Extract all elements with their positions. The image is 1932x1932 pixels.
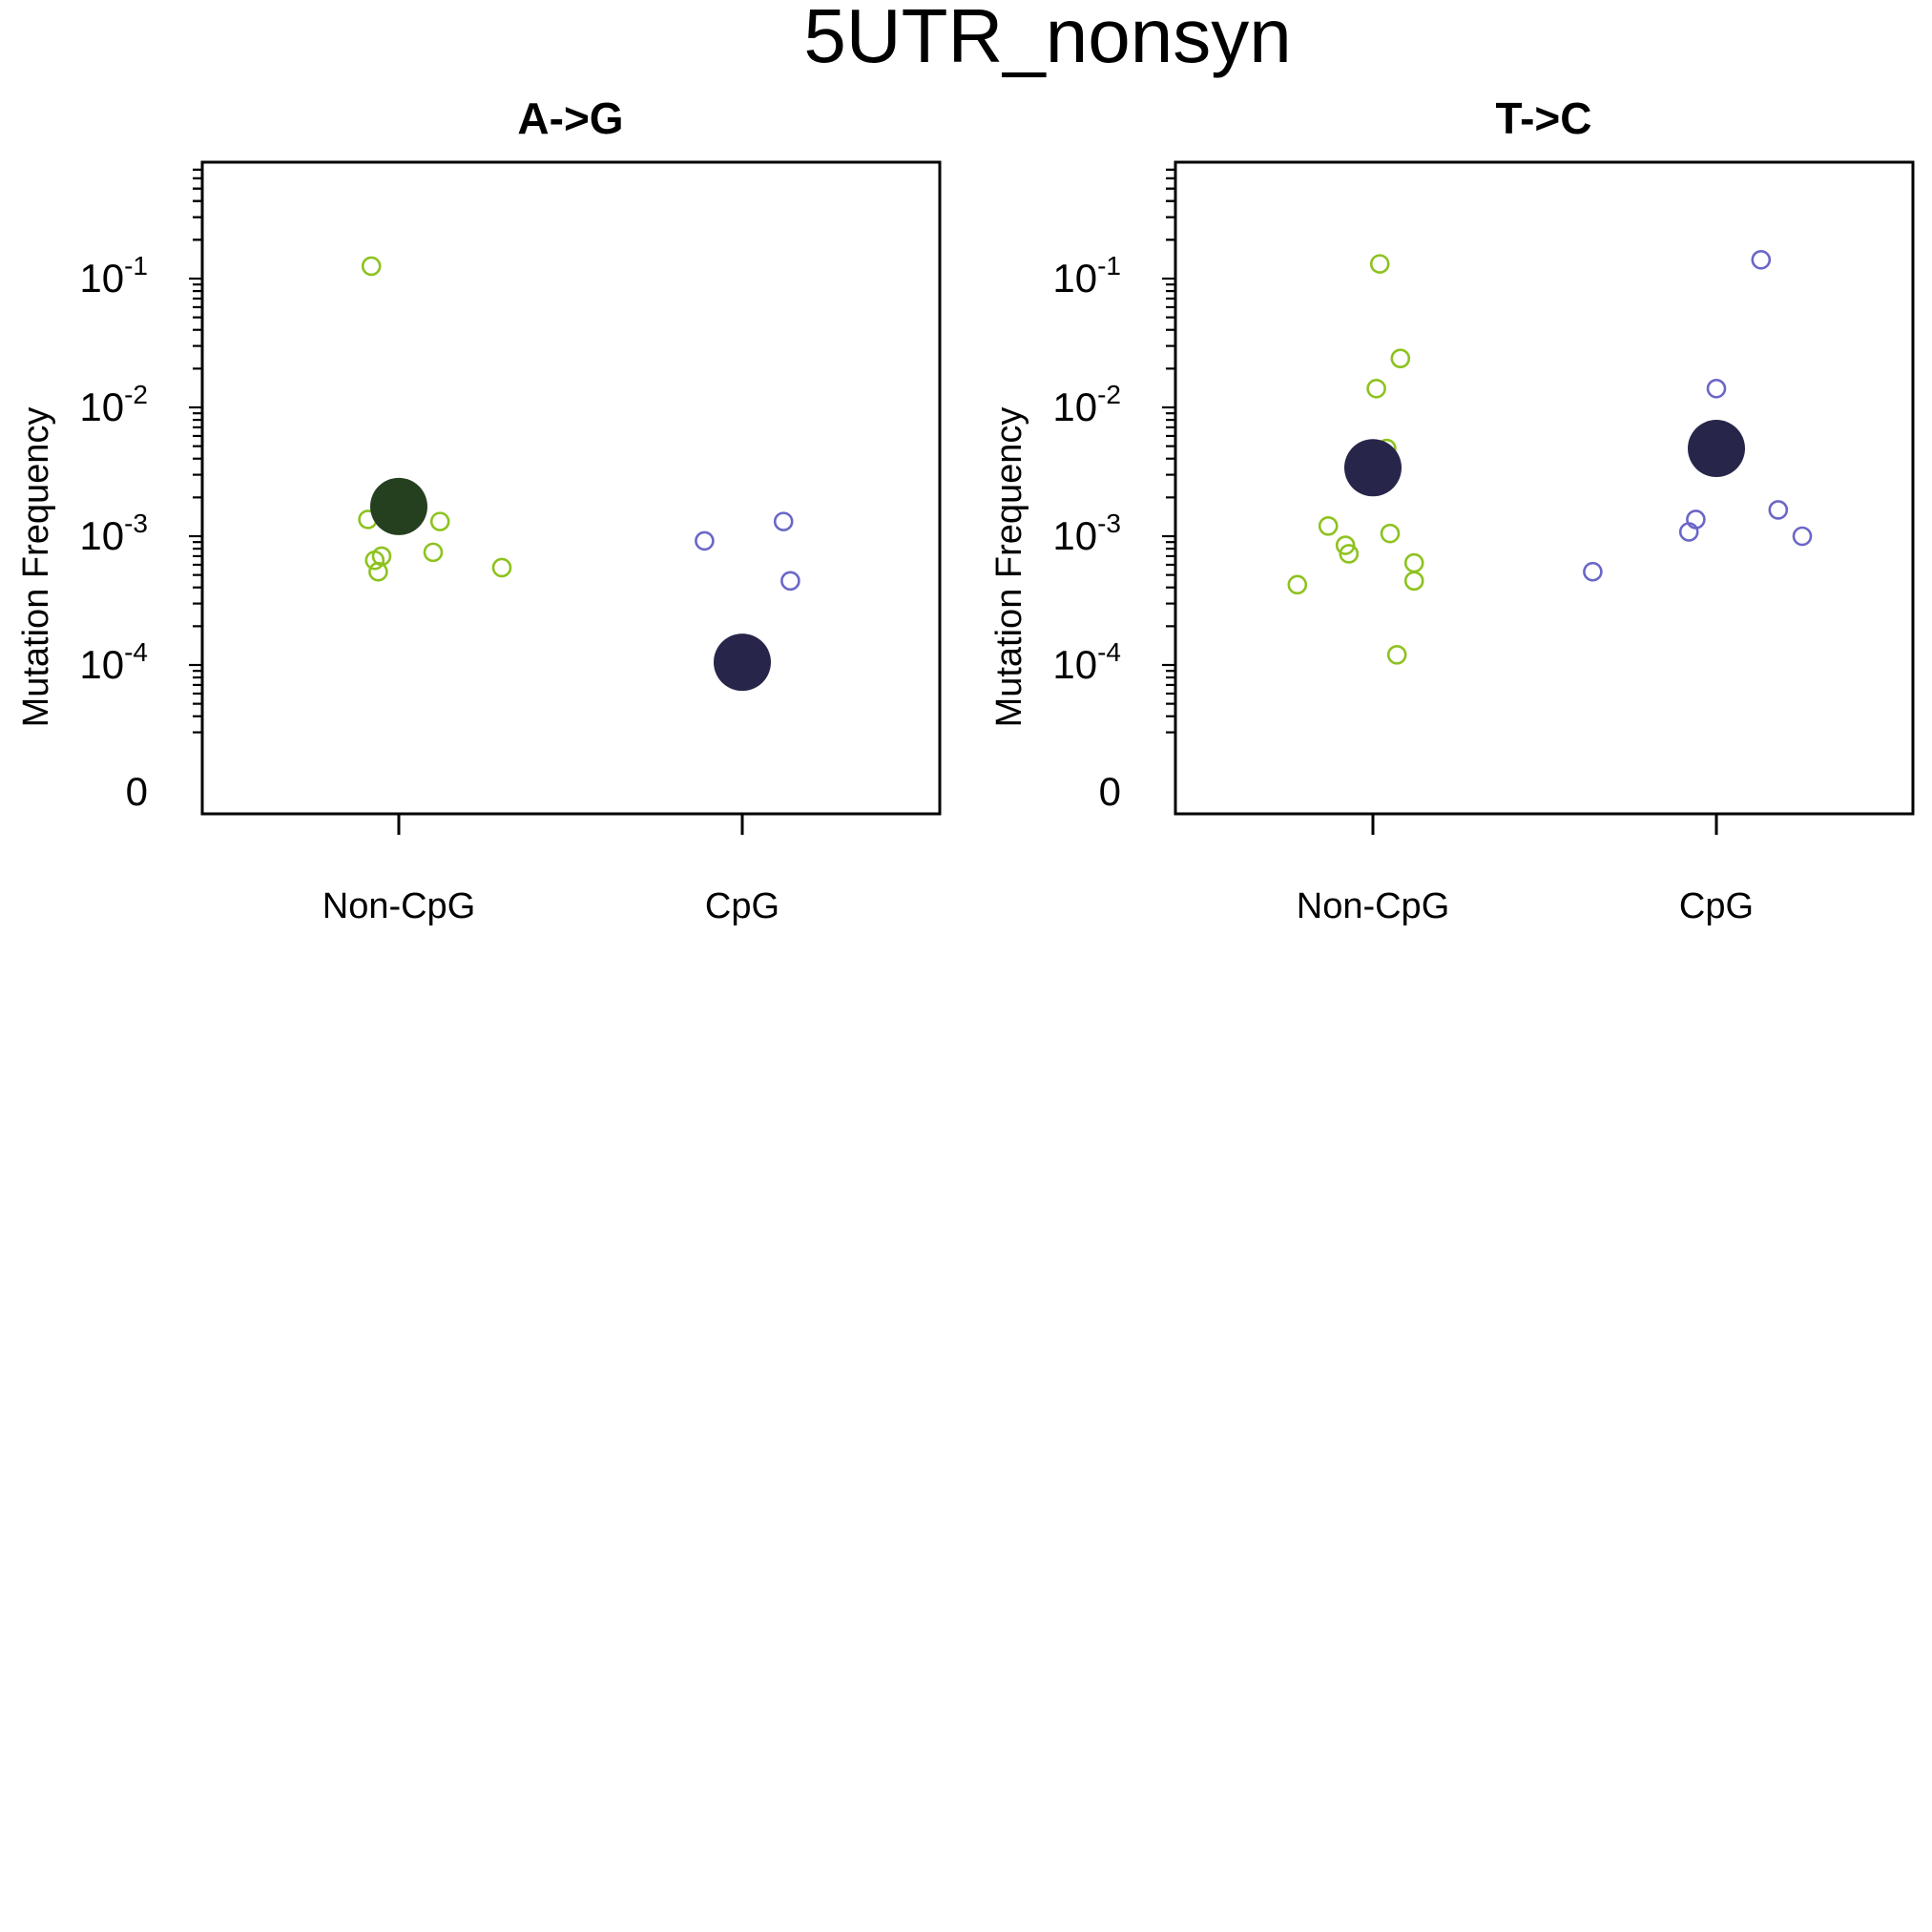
- data-point: [1287, 574, 1308, 595]
- y-tick-label: 10-1: [79, 251, 148, 301]
- data-point: [1390, 348, 1411, 368]
- data-point: [1318, 516, 1339, 536]
- mean-point: [1344, 439, 1402, 497]
- y-tick-label: 10-4: [79, 637, 148, 687]
- plot-frame: [200, 160, 942, 816]
- data-point: [1335, 535, 1356, 555]
- panel-title: A->G: [517, 93, 623, 143]
- figure-title: 5UTR_nonsyn: [803, 0, 1291, 78]
- y-tick-label: 0: [1099, 769, 1121, 814]
- data-point: [1583, 561, 1603, 582]
- data-point: [491, 557, 512, 578]
- y-axis-label: Mutation Frequency: [989, 407, 1029, 728]
- data-point: [1751, 249, 1772, 270]
- x-tick-label: Non-CpG: [1297, 886, 1450, 926]
- x-tick-label: Non-CpG: [322, 886, 476, 926]
- data-point: [780, 571, 800, 592]
- data-point: [773, 511, 794, 531]
- data-point: [423, 542, 444, 563]
- y-tick-label: 10-1: [1052, 251, 1121, 301]
- data-point: [1706, 378, 1727, 399]
- y-tick-label: 10-2: [79, 380, 148, 429]
- data-point: [1403, 571, 1424, 592]
- data-point: [1686, 509, 1706, 530]
- y-axis-label: Mutation Frequency: [16, 407, 56, 728]
- data-point: [368, 561, 388, 582]
- data-point: [361, 256, 382, 277]
- x-tick-label: CpG: [1679, 886, 1754, 926]
- y-tick-label: 10-2: [1052, 380, 1121, 429]
- panel-t-to-c: T->C Mutation Frequency 0 10-4 10-3 10-2 10-1 N…: [989, 93, 1915, 926]
- mean-point: [370, 477, 427, 535]
- y-tick-label: 0: [126, 769, 148, 814]
- data-point: [1366, 378, 1386, 399]
- plot-frame: [1174, 160, 1915, 816]
- data-point: [1386, 645, 1407, 665]
- data-point: [1339, 544, 1360, 564]
- data-point: [695, 530, 715, 551]
- data-point: [1403, 552, 1424, 573]
- data-point: [429, 511, 450, 531]
- y-tick-label: 10-3: [1052, 509, 1121, 558]
- panel-title: T->C: [1496, 93, 1592, 143]
- mean-point: [714, 634, 771, 692]
- y-tick-label: 10-3: [79, 509, 148, 558]
- y-tick-label: 10-4: [1052, 637, 1121, 687]
- data-point: [1380, 523, 1401, 544]
- data-point: [1369, 254, 1390, 274]
- x-tick-label: CpG: [705, 886, 779, 926]
- data-point: [1792, 526, 1813, 547]
- mean-point: [1688, 420, 1745, 478]
- panel-a-to-g: A->G Mutation Frequency 0 10-4 10-3 10-2 10-1 N…: [16, 93, 942, 926]
- data-point: [1768, 500, 1789, 520]
